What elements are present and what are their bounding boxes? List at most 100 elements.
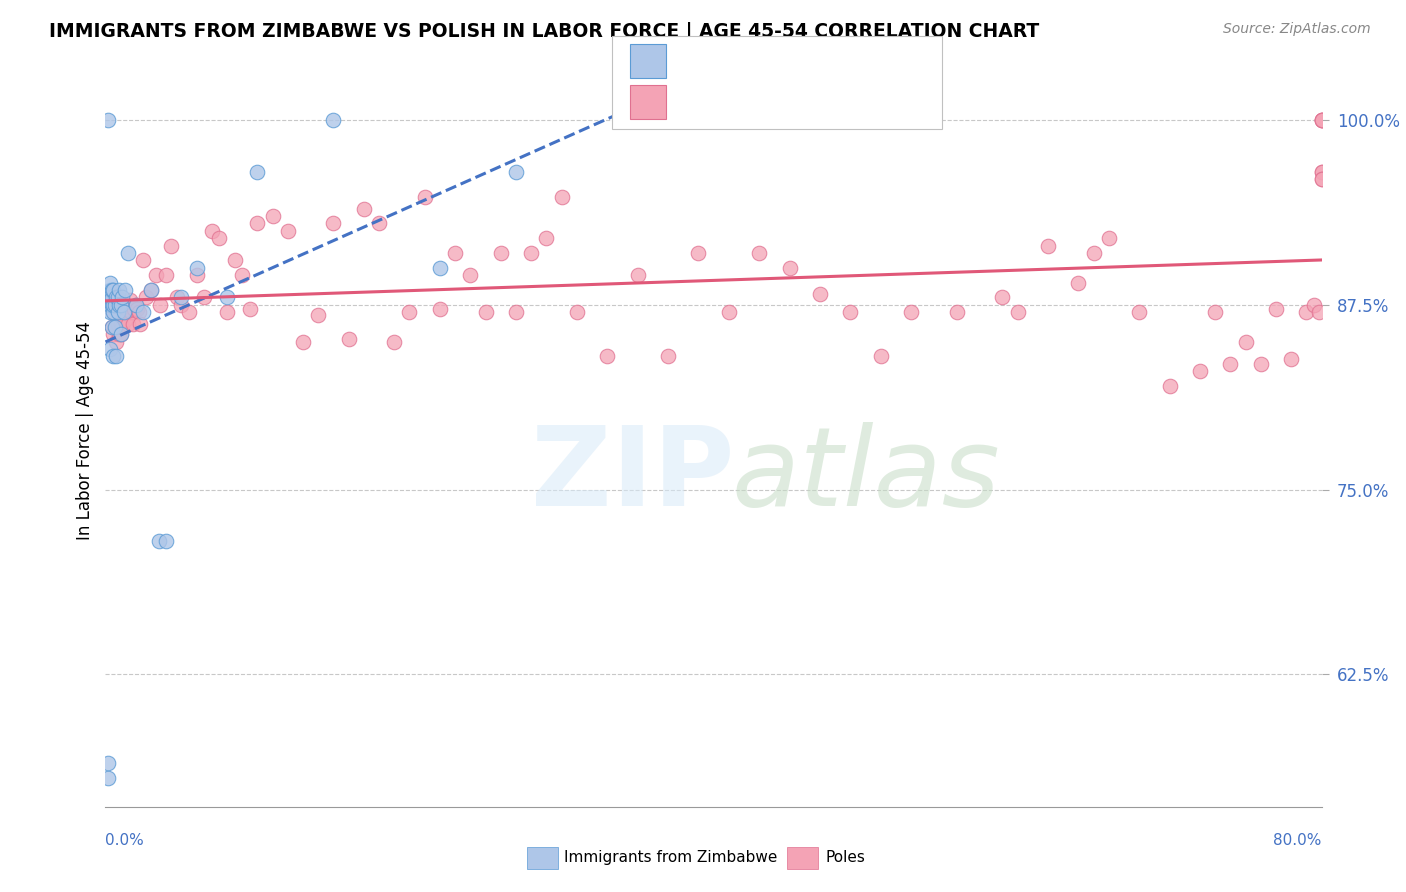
Point xyxy=(98,298,121,312)
Point xyxy=(657,350,679,364)
Point xyxy=(112,305,135,319)
Point xyxy=(107,298,129,312)
Point xyxy=(100,290,122,304)
Point xyxy=(100,283,122,297)
Text: 107: 107 xyxy=(859,93,898,112)
Point xyxy=(536,231,558,245)
Point xyxy=(114,312,136,326)
Point xyxy=(100,320,122,334)
Point xyxy=(1303,298,1326,312)
Point xyxy=(458,268,481,283)
Point xyxy=(307,308,329,322)
Point xyxy=(217,290,239,304)
Point xyxy=(98,283,121,297)
Text: Immigrants from Zimbabwe: Immigrants from Zimbabwe xyxy=(564,850,778,864)
Point xyxy=(991,290,1014,304)
Text: N =: N = xyxy=(810,52,852,70)
Point xyxy=(224,253,246,268)
Text: atlas: atlas xyxy=(731,422,1001,529)
Point xyxy=(177,305,200,319)
Point xyxy=(110,317,132,331)
Point xyxy=(1098,231,1121,245)
Point xyxy=(108,327,131,342)
Point xyxy=(337,332,360,346)
Point xyxy=(368,217,391,231)
Point xyxy=(1310,172,1333,186)
Point xyxy=(132,305,155,319)
Point xyxy=(101,350,124,364)
Point xyxy=(322,217,344,231)
Text: 43: 43 xyxy=(859,52,886,70)
Point xyxy=(1250,357,1272,371)
Point xyxy=(1036,238,1059,252)
Point xyxy=(505,165,527,179)
Point xyxy=(869,350,891,364)
Point xyxy=(808,287,831,301)
Point xyxy=(100,298,122,312)
Text: N =: N = xyxy=(810,93,852,112)
Point xyxy=(149,298,172,312)
Point xyxy=(108,298,131,312)
Point xyxy=(1007,305,1029,319)
Point xyxy=(145,268,167,283)
Point xyxy=(111,290,134,304)
Point xyxy=(101,327,124,342)
Point xyxy=(1310,165,1333,179)
Point xyxy=(101,298,124,312)
Point xyxy=(1188,364,1211,378)
Point xyxy=(107,290,129,304)
Text: 80.0%: 80.0% xyxy=(1274,833,1322,847)
Point xyxy=(111,320,134,334)
Point xyxy=(1308,305,1330,319)
Point xyxy=(193,290,215,304)
Point xyxy=(626,268,648,283)
Point xyxy=(101,305,124,319)
Point xyxy=(110,327,132,342)
Point xyxy=(217,305,239,319)
Point xyxy=(596,350,619,364)
Point xyxy=(1234,334,1257,349)
Point xyxy=(108,305,131,319)
Point xyxy=(117,317,139,331)
Point xyxy=(231,268,253,283)
Point xyxy=(1265,302,1288,317)
Point xyxy=(186,268,208,283)
Point xyxy=(105,350,128,364)
Point xyxy=(110,327,132,342)
Point xyxy=(201,224,224,238)
Point xyxy=(129,317,152,331)
Point xyxy=(839,305,862,319)
Point xyxy=(135,290,157,304)
Point xyxy=(127,302,149,317)
Point xyxy=(132,253,155,268)
Point xyxy=(170,298,193,312)
Point xyxy=(413,190,436,204)
Point xyxy=(118,293,141,308)
Point xyxy=(1083,246,1105,260)
Text: R =: R = xyxy=(683,93,730,112)
Point xyxy=(353,202,375,216)
Point xyxy=(98,290,121,304)
Point xyxy=(107,317,129,331)
Point xyxy=(98,298,121,312)
Point xyxy=(121,317,143,331)
Point xyxy=(105,290,128,304)
Point xyxy=(139,283,162,297)
Point xyxy=(429,260,451,275)
Text: Poles: Poles xyxy=(825,850,865,864)
Point xyxy=(1279,352,1302,367)
Point xyxy=(170,290,193,304)
Point xyxy=(103,320,125,334)
Point xyxy=(779,260,801,275)
Point xyxy=(101,305,124,319)
Point xyxy=(1310,113,1333,128)
Point xyxy=(107,305,129,319)
Point xyxy=(112,305,135,319)
Point xyxy=(166,290,188,304)
Point xyxy=(97,771,120,785)
Point xyxy=(100,320,122,334)
Point xyxy=(103,298,125,312)
Point xyxy=(98,342,121,356)
Point xyxy=(105,334,128,349)
Text: Source: ZipAtlas.com: Source: ZipAtlas.com xyxy=(1223,22,1371,37)
